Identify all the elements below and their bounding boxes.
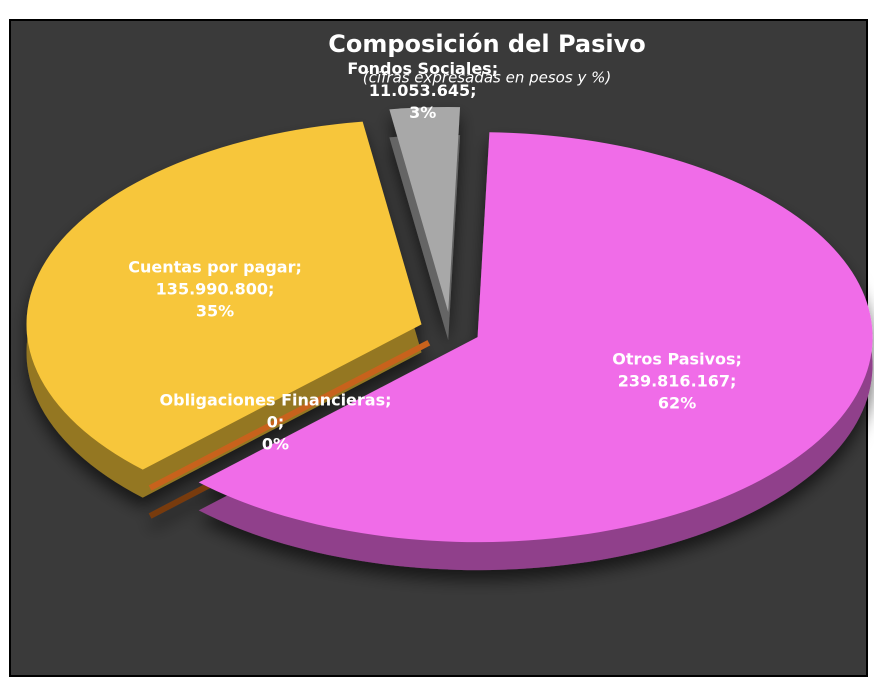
label-line: Otros Pasivos;	[612, 349, 742, 368]
label-line: 0;	[267, 412, 285, 431]
labels: Otros Pasivos; 239.816.167; 62%Obligacione…	[128, 59, 742, 454]
data-label: Otros Pasivos; 239.816.167; 62%	[612, 349, 742, 412]
label-line: 0%	[262, 434, 289, 453]
label-part: ;	[730, 371, 736, 390]
label-line: 239.816.167;	[618, 371, 737, 390]
chart-title: Composición del Pasivo	[328, 30, 646, 58]
label-part: ;	[295, 257, 301, 276]
data-label: Obligaciones Financieras; 0; 0%	[160, 390, 392, 453]
label-part: 62%	[658, 393, 696, 412]
slice	[389, 107, 461, 313]
label-part: ;	[736, 349, 742, 368]
label-line: Cuentas por pagar;	[128, 257, 302, 276]
chart-subtitle: (cifras expresadas en pesos y %)	[363, 69, 611, 87]
data-label: Fondos Sociales; 11.053.645; 3%	[347, 59, 498, 122]
label-part: 239.816.167	[618, 371, 730, 390]
label-part: ;	[268, 279, 274, 298]
label-part: 35%	[196, 301, 234, 320]
label-part: ;	[470, 81, 476, 100]
data-label: Cuentas por pagar; 135.990.800; 35%	[128, 257, 302, 320]
label-line: 62%	[658, 393, 696, 412]
label-part: 0%	[262, 434, 289, 453]
label-part: ;	[385, 390, 391, 409]
label-part: ;	[492, 59, 498, 78]
label-line: 35%	[196, 301, 234, 320]
slice	[26, 121, 422, 470]
label-part: 11.053.645	[369, 81, 470, 100]
label-part: ;	[278, 412, 284, 431]
slice	[198, 132, 873, 543]
pie	[26, 107, 873, 571]
label-part: Otros Pasivos	[612, 349, 735, 368]
label-line: 11.053.645;	[369, 81, 477, 100]
label-line: Obligaciones Financieras;	[160, 390, 392, 409]
label-part: Fondos Sociales	[347, 59, 491, 78]
label-part: 3%	[409, 103, 436, 122]
label-part: Cuentas por pagar	[128, 257, 295, 276]
label-part: 135.990.800	[156, 279, 268, 298]
label-line: 3%	[409, 103, 436, 122]
label-line: 135.990.800;	[156, 279, 275, 298]
label-line: Fondos Sociales;	[347, 59, 498, 78]
label-part: Obligaciones Financieras	[160, 390, 386, 409]
label-part: 0	[267, 412, 278, 431]
